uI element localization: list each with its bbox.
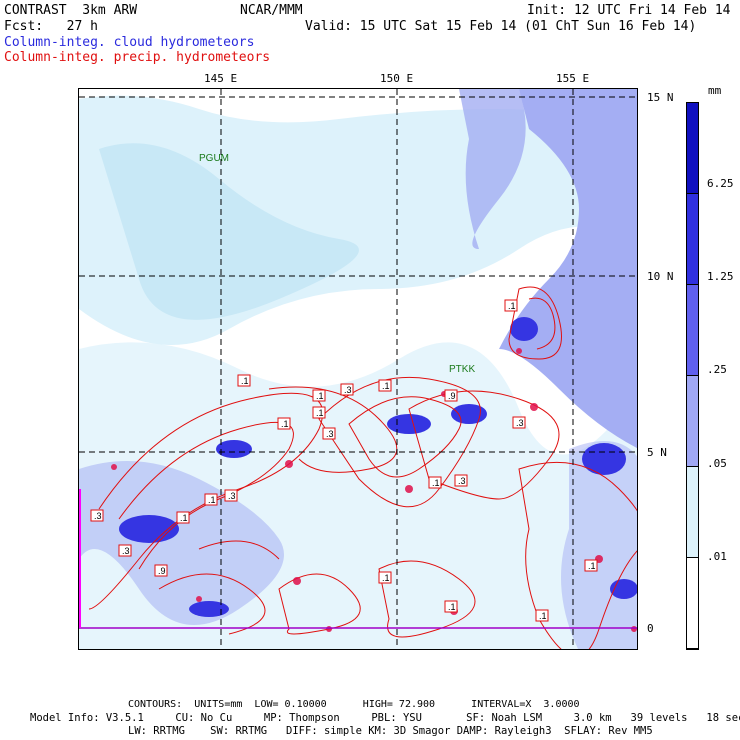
svg-text:.1: .1 (508, 301, 516, 311)
legend-precip: Column-integ. precip. hydrometeors (4, 50, 271, 65)
contour-label: .3 (224, 489, 238, 502)
contour-info: CONTOURS: UNITS=mm LOW= 0.10000 HIGH= 72… (128, 699, 580, 710)
init-time: Init: 12 UTC Fri 14 Feb 14 (527, 3, 731, 18)
colorbar-segment (687, 194, 698, 285)
colorbar-segment (687, 467, 698, 558)
contour-label: .1 (584, 559, 598, 572)
lat-label-10n: 10 N (647, 270, 674, 283)
contour-label: .1 (204, 493, 218, 506)
contour-label: .1 (312, 406, 326, 419)
contour-label: .3 (322, 427, 336, 440)
svg-text:.9: .9 (158, 566, 166, 576)
model-info-line2: LW: RRTMG SW: RRTMG DIFF: simple KM: 3D … (128, 725, 653, 737)
svg-text:.3: .3 (94, 511, 102, 521)
cloud-shading-high (119, 317, 637, 617)
lon-label-150: 150 E (380, 72, 414, 85)
contour-label-group: .1 .1 .1 .1 .3 .3 .1 .9 .3 .1 .3 .1 .3 .… (90, 299, 598, 622)
svg-text:.1: .1 (281, 419, 289, 429)
contour-label: .9 (154, 564, 168, 577)
contour-label: .1 (312, 389, 326, 402)
station-pgum: PGUM (199, 153, 229, 164)
svg-text:.1: .1 (588, 561, 596, 571)
model-title: CONTRAST 3km ARW (4, 3, 138, 18)
colorbar-level: .01 (707, 550, 727, 563)
svg-text:.3: .3 (458, 476, 466, 486)
svg-text:.1: .1 (316, 391, 324, 401)
colorbar-level: .25 (707, 363, 727, 376)
lon-label-145: 145 E (204, 72, 238, 85)
hydrometeor-map: .1 .1 .1 .1 .3 .3 .1 .9 .3 .1 .3 .1 .3 .… (79, 89, 637, 649)
svg-text:.1: .1 (208, 495, 216, 505)
svg-text:.3: .3 (344, 385, 352, 395)
svg-text:.9: .9 (448, 391, 456, 401)
org-label: NCAR/MMM (240, 3, 303, 18)
contour-label: .3 (340, 383, 354, 396)
svg-text:.3: .3 (516, 418, 524, 428)
colorbar-level: .05 (707, 457, 727, 470)
lat-label-15n: 15 N (647, 91, 674, 104)
svg-text:.1: .1 (382, 573, 390, 583)
svg-text:.3: .3 (228, 491, 236, 501)
contour-label: .3 (512, 416, 526, 429)
svg-text:.1: .1 (241, 376, 249, 386)
graticule (79, 89, 637, 649)
lat-label-5n: 5 N (647, 446, 667, 459)
svg-text:.1: .1 (448, 602, 456, 612)
svg-text:.1: .1 (316, 408, 324, 418)
svg-text:.1: .1 (432, 478, 440, 488)
station-ptkk: PTKK (449, 364, 475, 375)
svg-text:.1: .1 (180, 513, 188, 523)
contour-label: .3 (90, 509, 104, 522)
valid-time: Valid: 15 UTC Sat 15 Feb 14 (01 ChT Sun … (305, 19, 697, 34)
contour-label: .1 (378, 379, 392, 392)
colorbar (686, 102, 699, 650)
svg-text:.1: .1 (539, 611, 547, 621)
legend-cloud: Column-integ. cloud hydrometeors (4, 35, 255, 50)
colorbar-segment (687, 558, 698, 649)
contour-label: .1 (535, 609, 549, 622)
colorbar-segment (687, 285, 698, 376)
forecast-hour: Fcst: 27 h (4, 19, 98, 34)
model-info-line1: Model Info: V3.5.1 CU: No Cu MP: Thompso… (30, 712, 740, 724)
colorbar-segment (687, 103, 698, 194)
contour-label: .3 (454, 474, 468, 487)
map-panel: .1 .1 .1 .1 .3 .3 .1 .9 .3 .1 .3 .1 .3 .… (78, 88, 638, 650)
contour-label: .1 (504, 299, 518, 312)
colorbar-level: 1.25 (707, 270, 734, 283)
contour-label: .9 (444, 389, 458, 402)
contour-label: .1 (237, 374, 251, 387)
svg-text:.3: .3 (122, 546, 130, 556)
colorbar-level: 6.25 (707, 177, 734, 190)
contour-label: .3 (118, 544, 132, 557)
svg-text:.3: .3 (326, 429, 334, 439)
contour-label: .1 (176, 511, 190, 524)
svg-text:.1: .1 (382, 381, 390, 391)
contour-label: .1 (428, 476, 442, 489)
colorbar-segment (687, 376, 698, 467)
contour-label: .1 (277, 417, 291, 430)
lat-label-0: 0 (647, 622, 654, 635)
contour-label: .1 (378, 571, 392, 584)
lon-label-155: 155 E (556, 72, 590, 85)
contour-label: .1 (444, 600, 458, 613)
colorbar-unit: mm (708, 84, 722, 97)
